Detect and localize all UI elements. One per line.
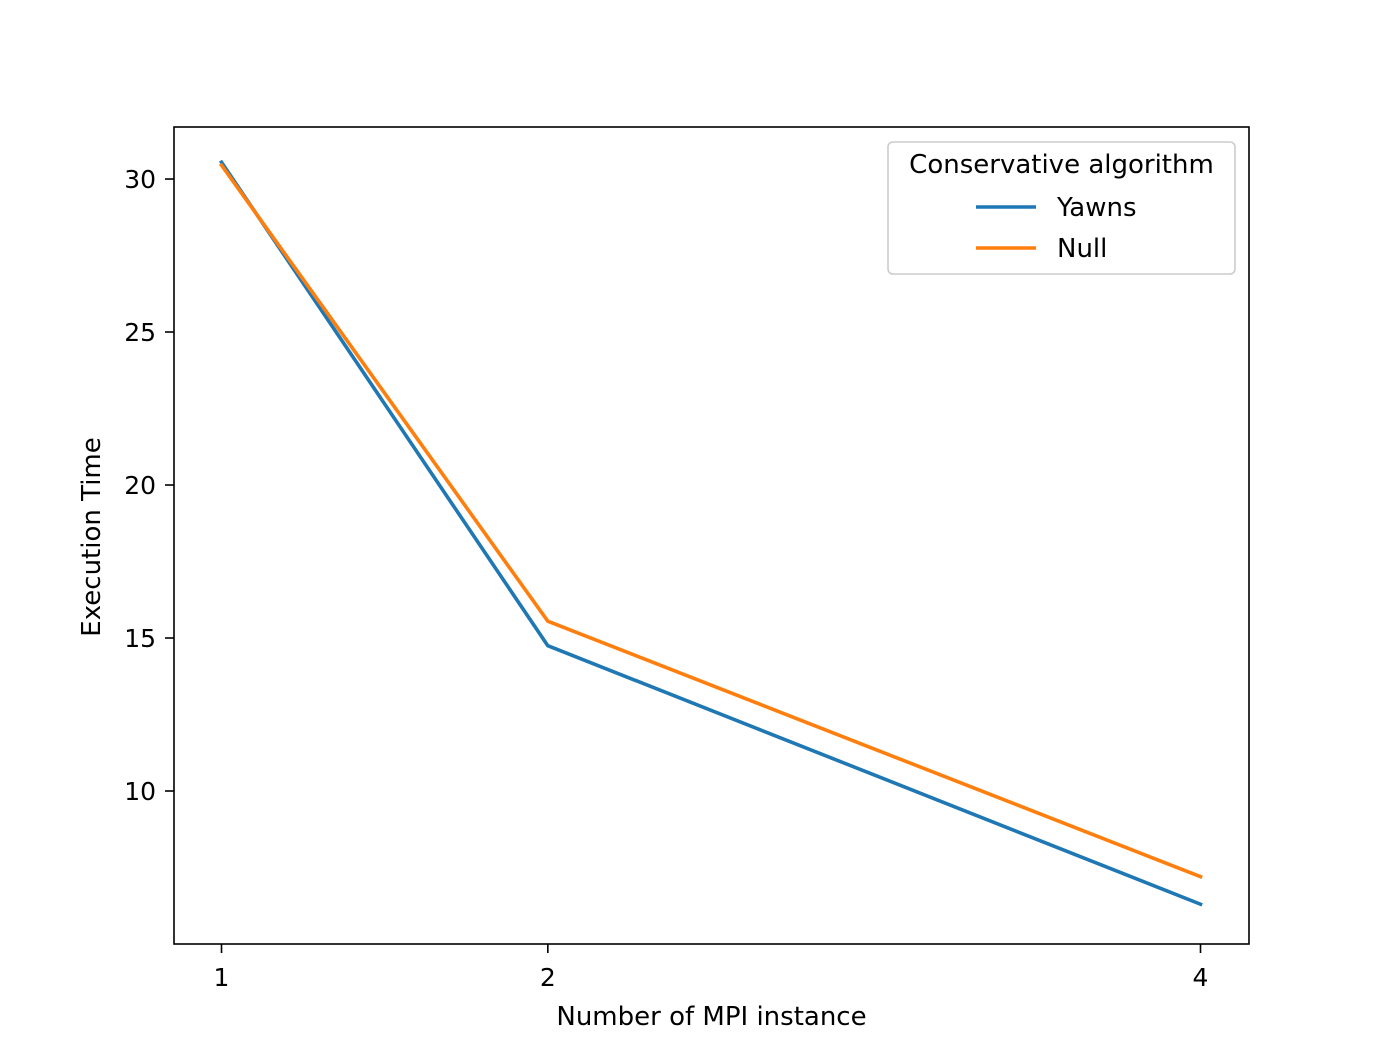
series-line-yawns xyxy=(219,159,1203,907)
series-layer xyxy=(218,159,1203,907)
y-tick-label: 30 xyxy=(124,165,156,194)
x-tick-label: 2 xyxy=(540,963,556,992)
y-tick-label: 10 xyxy=(124,777,156,806)
x-tick-label: 1 xyxy=(214,963,230,992)
y-tick-label: 20 xyxy=(124,471,156,500)
x-axis-label: Number of MPI instance xyxy=(556,1002,866,1032)
y-tick-label: 25 xyxy=(124,318,156,347)
x-tick-label: 4 xyxy=(1193,963,1209,992)
x-axis-ticks: 1 2 4 xyxy=(214,944,1209,992)
y-tick-label: 15 xyxy=(124,624,156,653)
legend-title: Conservative algorithm xyxy=(909,150,1214,180)
legend-box xyxy=(887,141,1236,275)
legend-label-null: Null xyxy=(1057,234,1107,264)
plot-frame xyxy=(173,126,1250,945)
y-axis-ticks: 10 15 20 25 30 xyxy=(124,165,174,806)
y-axis-label: Execution Time xyxy=(77,437,107,636)
legend: Conservative algorithm Yawns Null xyxy=(887,141,1236,275)
legend-label-yawns: Yawns xyxy=(1056,193,1137,223)
legend-items: Yawns Null xyxy=(976,193,1137,264)
series-line-null xyxy=(218,162,1203,880)
